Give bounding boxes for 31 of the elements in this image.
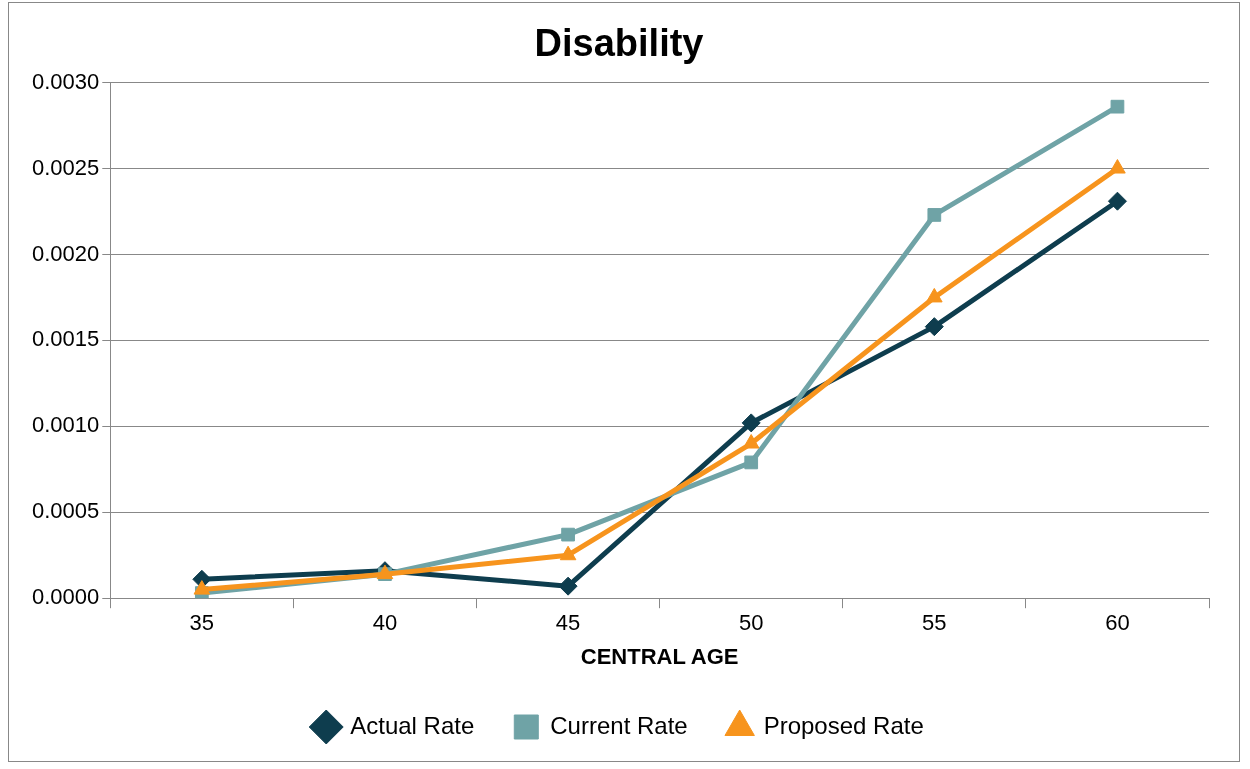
x-tick-label: 40 (372, 610, 398, 636)
point (1107, 191, 1127, 211)
y-tick-label: 0.0020 (31, 240, 100, 266)
x-tick-label: 35 (189, 610, 215, 636)
legend-label: Proposed Rate (763, 711, 924, 739)
x-tick-label: 50 (738, 610, 764, 636)
point (926, 287, 943, 303)
x-axis-title: CENTRAL AGE (580, 643, 739, 669)
legend-label: Actual Rate (350, 711, 475, 739)
y-tick-label: 0.0025 (31, 154, 100, 180)
point (742, 434, 760, 449)
y-tick-label: 0.0005 (31, 498, 100, 524)
y-tick-label: 0.0015 (31, 326, 100, 352)
chart-title: Disability (534, 22, 704, 65)
point (744, 455, 759, 470)
point (561, 527, 575, 542)
point (924, 317, 944, 337)
point (1109, 159, 1126, 174)
y-tick-label: 0.0030 (31, 68, 100, 94)
x-tick-label: 55 (922, 610, 947, 636)
point (558, 576, 578, 596)
point (927, 208, 942, 222)
x-tick-label: 45 (555, 610, 581, 636)
point (193, 580, 211, 595)
y-tick-label: 0.0000 (31, 584, 100, 610)
point (559, 545, 577, 561)
legend-label: Current Rate (550, 711, 688, 739)
point (1110, 99, 1125, 114)
point (741, 413, 761, 433)
y-tick-label: 0.0010 (31, 412, 100, 438)
x-tick-label: 60 (1105, 610, 1130, 636)
